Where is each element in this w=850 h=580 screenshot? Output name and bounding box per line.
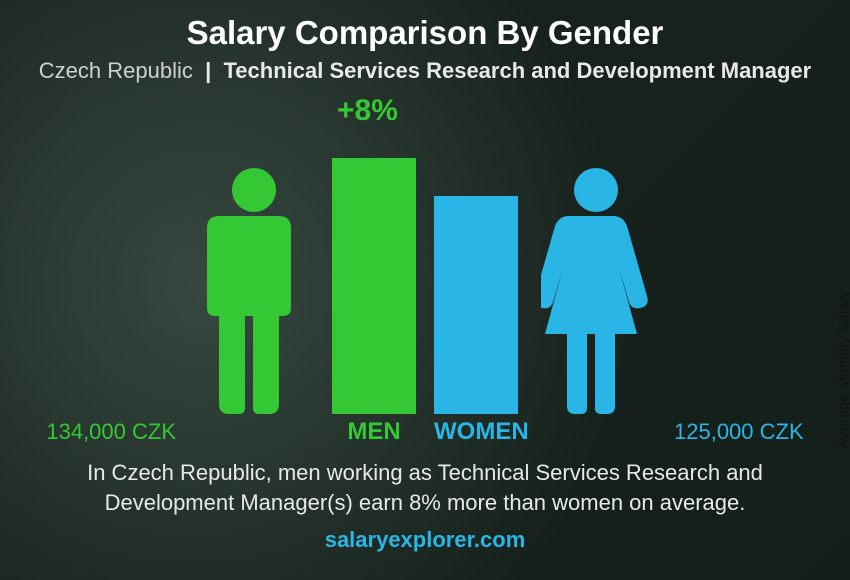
subtitle: Czech Republic | Technical Services Rese… xyxy=(0,58,850,84)
salary-chart: +8% xyxy=(0,94,850,454)
gender-labels-row: 134,000 CZK MEN WOMEN 125,000 CZK xyxy=(26,418,824,446)
women-salary-value: 125,000 CZK xyxy=(674,419,824,445)
female-icon xyxy=(536,164,656,414)
source-link[interactable]: salaryexplorer.com xyxy=(0,527,850,553)
women-label: WOMEN xyxy=(434,418,518,446)
bars-row xyxy=(194,158,656,414)
infographic-container: Salary Comparison By Gender Czech Republ… xyxy=(0,0,850,580)
percent-diff-label: +8% xyxy=(337,94,398,128)
men-salary-value: 134,000 CZK xyxy=(26,419,176,445)
subtitle-country: Czech Republic xyxy=(39,58,193,83)
men-bar xyxy=(332,158,416,414)
description-text: In Czech Republic, men working as Techni… xyxy=(0,458,850,517)
women-bar xyxy=(434,196,518,414)
page-title: Salary Comparison By Gender xyxy=(0,0,850,52)
subtitle-job: Technical Services Research and Developm… xyxy=(223,58,811,83)
y-axis-label: Average Monthly Salary xyxy=(836,290,850,449)
men-label: MEN xyxy=(332,418,416,446)
subtitle-sep: | xyxy=(199,58,224,83)
male-icon xyxy=(194,164,314,414)
